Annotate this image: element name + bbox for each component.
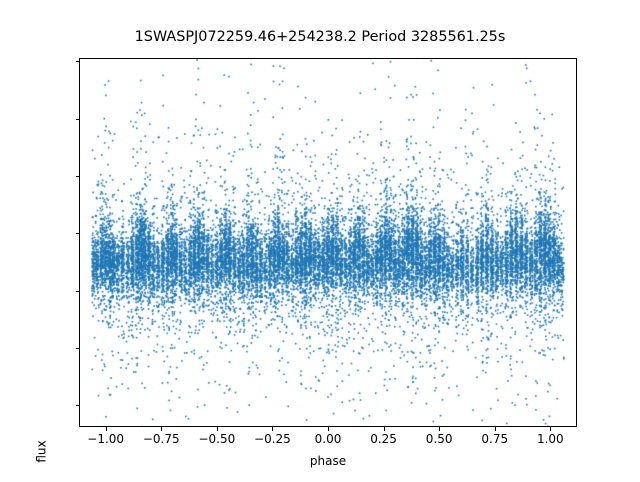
x-tick-label: −0.50 bbox=[198, 432, 236, 446]
x-tick-label: 1.00 bbox=[536, 432, 564, 446]
y-tick-mark bbox=[75, 347, 79, 349]
x-tick-label: −0.75 bbox=[142, 432, 180, 446]
x-tick-mark bbox=[550, 427, 552, 431]
x-tick-label: 0.00 bbox=[314, 432, 342, 446]
y-tick-mark bbox=[75, 118, 79, 120]
x-tick-mark bbox=[328, 427, 329, 431]
y-tick-mark bbox=[75, 233, 79, 235]
x-tick-mark bbox=[272, 427, 274, 431]
x-tick-label: 0.50 bbox=[425, 432, 453, 446]
chart-title: 1SWASPJ072259.46+254238.2 Period 3285561… bbox=[134, 29, 506, 45]
x-tick-mark bbox=[494, 427, 496, 431]
x-tick-label: −1.00 bbox=[87, 432, 125, 446]
x-tick-mark bbox=[439, 427, 441, 431]
y-tick-mark bbox=[75, 61, 79, 63]
x-tick-label: 0.75 bbox=[481, 432, 509, 446]
y-axis-title: flux bbox=[34, 440, 49, 463]
y-axis-title-wrap: flux bbox=[26, 215, 49, 462]
x-tick-label: −0.25 bbox=[254, 432, 291, 446]
y-tick-mark bbox=[75, 405, 79, 407]
y-tick-mark bbox=[75, 290, 79, 292]
y-tick-mark bbox=[75, 176, 79, 178]
scatter-plot-area bbox=[80, 59, 576, 426]
x-tick-mark bbox=[105, 427, 107, 431]
x-tick-label: 0.25 bbox=[370, 432, 397, 446]
x-axis-title: phase bbox=[309, 454, 347, 468]
x-tick-mark bbox=[383, 427, 385, 431]
x-tick-mark bbox=[161, 427, 163, 431]
x-tick-mark bbox=[216, 427, 218, 431]
